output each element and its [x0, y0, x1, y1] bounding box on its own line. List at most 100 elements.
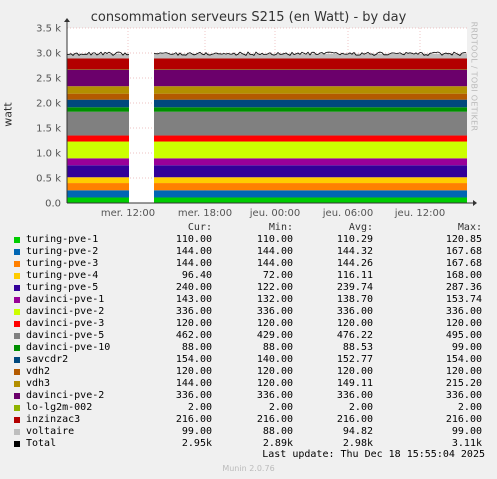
area-layer — [67, 111, 129, 136]
legend-row: voltaire 99.00 88.00 94.82 99.00 — [12, 426, 492, 438]
area-layer — [154, 135, 467, 142]
area-layer — [154, 190, 467, 198]
legend-swatch — [14, 405, 20, 411]
legend-cur-value: 462.00 — [175, 330, 212, 341]
x-axis-arrow — [473, 200, 477, 206]
legend-series-name: turing-pve-5 — [26, 282, 99, 293]
area-layer — [154, 58, 467, 70]
legend-series-name: turing-pve-2 — [26, 246, 99, 257]
legend-cur-value: 2.95k — [181, 438, 212, 449]
legend-swatch — [14, 273, 20, 279]
area-layer — [67, 165, 129, 178]
legend-row: turing-pve-1 110.00 110.00 110.29 120.85 — [12, 234, 492, 246]
y-tick-label: 1.5 k — [36, 124, 61, 135]
legend-swatch — [14, 357, 20, 363]
legend-max-value: 168.00 — [445, 270, 482, 281]
legend-series-name: davinci-pve-3 — [26, 318, 105, 329]
legend-avg-value: 116.11 — [336, 270, 373, 281]
legend-min-value: 144.00 — [256, 258, 293, 269]
legend-cur-value: 336.00 — [175, 306, 212, 317]
legend-swatch — [14, 249, 20, 255]
y-tick-label: 3.5 k — [36, 24, 61, 35]
legend-series-name: davinci-pve-5 — [26, 330, 105, 341]
legend-series-name: turing-pve-3 — [26, 258, 99, 269]
legend-max-value: 120.00 — [445, 318, 482, 329]
legend-swatch — [14, 261, 20, 267]
legend-min-value: 336.00 — [256, 390, 293, 401]
legend-row: turing-pve-5 240.00 122.00 239.74 287.36 — [12, 282, 492, 294]
legend-cur-value: 154.00 — [175, 354, 212, 365]
legend-avg-value: 2.00 — [348, 402, 373, 413]
legend-header-row: Cur: Min: Avg: Max: — [12, 222, 492, 234]
y-tick-label: 3.0 k — [36, 49, 61, 60]
legend-avg-value: 336.00 — [336, 390, 373, 401]
area-layer — [67, 197, 129, 203]
area-layer — [67, 58, 129, 70]
legend-row: davinci-pve-1 143.00 132.00 138.70 153.74 — [12, 294, 492, 306]
area-layer — [154, 158, 467, 166]
legend-max-value: 99.00 — [451, 426, 482, 437]
legend-swatch — [14, 297, 20, 303]
legend-min-value: 72.00 — [262, 270, 293, 281]
area-layer — [154, 99, 467, 108]
legend-max-value: 3.11k — [451, 438, 482, 449]
legend-min-value: 336.00 — [256, 306, 293, 317]
legend-avg-value: 138.70 — [336, 294, 373, 305]
legend-cur-value: 96.40 — [181, 270, 212, 281]
legend-series-name: turing-pve-1 — [26, 234, 99, 245]
area-layer — [67, 69, 129, 70]
legend-cur-value: 110.00 — [175, 234, 212, 245]
legend-max-value: 216.00 — [445, 414, 482, 425]
legend-swatch — [14, 285, 20, 291]
legend-cur-value: 143.00 — [175, 294, 212, 305]
legend-row: vdh3 144.00 120.00 149.11 215.20 — [12, 378, 492, 390]
legend-avg-value: 88.53 — [342, 342, 373, 353]
stacked-area-chart: 0.0 0.5 k 1.0 k 1.5 k 2.0 k 2.5 k 3.0 k 3.5 k me… — [36, 18, 477, 219]
legend-max-value: 153.74 — [445, 294, 482, 305]
legend-series-name: davinci-pve-2 — [26, 390, 105, 401]
y-tick-label: 2.0 k — [36, 99, 61, 110]
legend-max-value: 495.00 — [445, 330, 482, 341]
legend-min-value: 122.00 — [256, 282, 293, 293]
legend-swatch — [14, 309, 20, 315]
area-layer — [67, 99, 129, 108]
legend-cur-value: 88.00 — [181, 342, 212, 353]
legend-row: davinci-pve-2 336.00 336.00 336.00 336.00 — [12, 390, 492, 402]
area-layer — [67, 183, 129, 191]
legend-swatch — [14, 417, 20, 423]
legend-row: turing-pve-2 144.00 144.00 144.32 167.68 — [12, 246, 492, 258]
x-tick-label: jeu. 06:00 — [322, 208, 373, 219]
legend-avg-value: 120.00 — [336, 366, 373, 377]
area-layer — [154, 111, 467, 136]
legend-max-value: 215.20 — [445, 378, 482, 389]
legend-table: Cur: Min: Avg: Max: turing-pve-1 110.00 11… — [12, 222, 492, 450]
area-layer — [67, 53, 129, 59]
legend-row: davinci-pve-10 88.00 88.00 88.53 99.00 — [12, 342, 492, 354]
legend-swatch — [14, 381, 20, 387]
legend-min-value: 120.00 — [256, 318, 293, 329]
area-layer — [67, 135, 129, 142]
legend-swatch — [14, 429, 20, 435]
legend-series-name: davinci-pve-10 — [26, 342, 111, 353]
legend-min-value: 120.00 — [256, 366, 293, 377]
legend-header-cur: Cur: — [187, 222, 212, 233]
area-layer — [67, 141, 129, 159]
area-layer — [67, 177, 129, 184]
area-layer — [67, 190, 129, 198]
legend-row: turing-pve-3 144.00 144.00 144.26 167.68 — [12, 258, 492, 270]
legend-avg-value: 144.26 — [336, 258, 373, 269]
legend-min-value: 216.00 — [256, 414, 293, 425]
legend-swatch — [14, 333, 20, 339]
legend-row: davinci-pve-3 120.00 120.00 120.00 120.00 — [12, 318, 492, 330]
area-layer — [154, 197, 467, 203]
legend-avg-value: 2.98k — [342, 438, 373, 449]
legend-row: savcdr2 154.00 140.00 152.77 154.00 — [12, 354, 492, 366]
legend-max-value: 336.00 — [445, 390, 482, 401]
legend-min-value: 2.00 — [268, 402, 293, 413]
area-layer — [154, 93, 467, 100]
legend-min-value: 429.00 — [256, 330, 293, 341]
legend-swatch — [14, 393, 20, 399]
legend-cur-value: 120.00 — [175, 318, 212, 329]
legend-cur-value: 144.00 — [175, 378, 212, 389]
area-layer — [154, 69, 467, 87]
